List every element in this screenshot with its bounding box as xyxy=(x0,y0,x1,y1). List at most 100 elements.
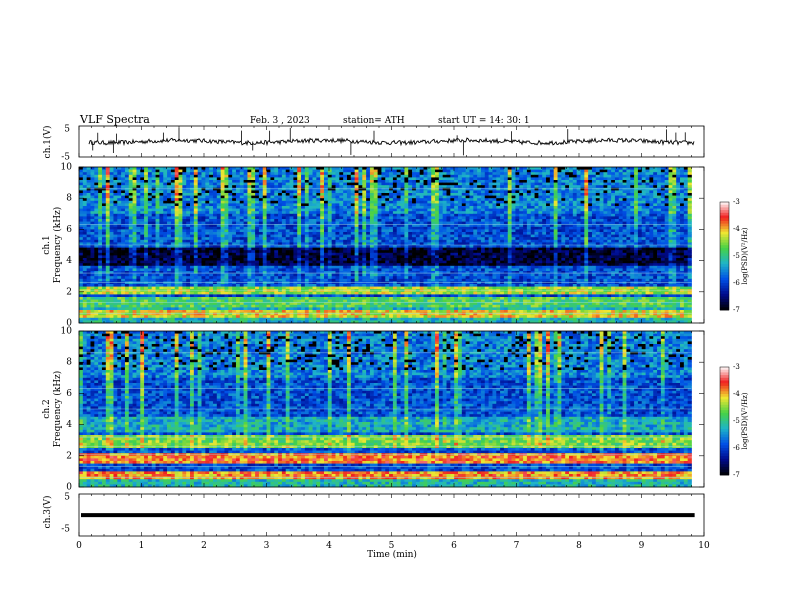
spectrogram-cell xyxy=(156,172,160,175)
spectrogram-cell xyxy=(293,201,297,204)
spectrogram-cell xyxy=(98,214,102,217)
spectrogram-cell xyxy=(167,235,171,238)
spectrogram-cell xyxy=(477,177,481,180)
spectrogram-cell xyxy=(389,167,393,170)
spectrogram-cell xyxy=(255,177,259,180)
spectrogram-cell xyxy=(159,172,163,175)
spectrogram-cell xyxy=(213,193,217,196)
spectrogram-cell xyxy=(519,209,523,212)
spectrogram-cell xyxy=(129,203,133,206)
spectrogram-cell xyxy=(117,245,121,248)
spectrogram-cell xyxy=(347,190,351,193)
spectrogram-cell xyxy=(439,214,443,217)
spectrogram-cell xyxy=(343,170,347,173)
spectrogram-cell xyxy=(512,240,516,243)
spectrogram-cell xyxy=(385,183,389,186)
spectrogram-cell xyxy=(186,185,190,188)
spectrogram-cell xyxy=(603,227,607,230)
spectrogram-cell xyxy=(316,201,320,204)
spectrogram-cell xyxy=(129,167,133,170)
spectrogram-cell xyxy=(642,193,646,196)
spectrogram-cell xyxy=(98,170,102,173)
spectrogram-cell xyxy=(236,237,240,240)
spectrogram-cell xyxy=(286,180,290,183)
spectrogram-cell xyxy=(148,219,152,222)
spectrogram-cell xyxy=(94,222,98,225)
spectrogram-cell xyxy=(362,211,366,214)
spectrogram-cell xyxy=(140,237,144,240)
spectrogram-cell xyxy=(113,227,117,230)
spectrogram-cell xyxy=(240,211,244,214)
spectrogram-cell xyxy=(561,222,565,225)
spectrogram-cell xyxy=(504,170,508,173)
spectrogram-cell xyxy=(458,190,462,193)
spectrogram-cell xyxy=(600,206,604,209)
spectrogram-cell xyxy=(481,227,485,230)
spectrogram-cell xyxy=(374,245,378,248)
spectrogram-cell xyxy=(500,180,504,183)
spectrogram-cell xyxy=(163,188,167,191)
spectrogram-cell xyxy=(393,232,397,235)
spectrogram-cell xyxy=(163,198,167,201)
spectrogram-cell xyxy=(240,170,244,173)
spectrogram-cell xyxy=(202,175,206,178)
spectrogram-cell xyxy=(600,222,604,225)
spectrogram-cell xyxy=(324,196,328,199)
spectrogram-cell xyxy=(680,172,684,175)
spectrogram-cell xyxy=(538,222,542,225)
spectrogram-cell xyxy=(351,216,355,219)
spectrogram-cell xyxy=(420,196,424,199)
spectrogram-cell xyxy=(221,175,225,178)
spectrogram-cell xyxy=(558,209,562,212)
spectrogram-cell xyxy=(630,216,634,219)
spectrogram-cell xyxy=(477,232,481,235)
spectrogram-cell xyxy=(347,227,351,230)
spectrogram-cell xyxy=(431,175,435,178)
spectrogram-cell xyxy=(615,175,619,178)
spectrogram-cell xyxy=(561,245,565,248)
spectrogram-cell xyxy=(676,196,680,199)
spectrogram-cell xyxy=(358,177,362,180)
spectrogram-cell xyxy=(554,209,558,212)
spectrogram-cell xyxy=(473,196,477,199)
spectrogram-cell xyxy=(397,214,401,217)
spectrogram-cell xyxy=(144,222,148,225)
spectrogram-cell xyxy=(626,240,630,243)
spectrogram-cell xyxy=(148,201,152,204)
spectrogram-cell xyxy=(684,170,688,173)
spectrogram-cell xyxy=(512,245,516,248)
spectrogram-cell xyxy=(603,211,607,214)
spectrogram-cell xyxy=(125,193,129,196)
spectrogram-cell xyxy=(217,235,221,238)
spectrogram-cell xyxy=(355,209,359,212)
spectrogram-cell xyxy=(588,237,592,240)
spectrogram-cell xyxy=(366,190,370,193)
spectrogram-cell xyxy=(259,170,263,173)
spectrogram-cell xyxy=(83,235,87,238)
spectrogram-cell xyxy=(466,240,470,243)
spectrogram-cell xyxy=(661,170,665,173)
spectrogram-cell xyxy=(427,185,431,188)
spectrogram-cell xyxy=(90,177,94,180)
spectrogram-cell xyxy=(159,201,163,204)
spectrogram-cell xyxy=(489,211,493,214)
spectrogram-cell xyxy=(205,177,209,180)
spectrogram-cell xyxy=(301,237,305,240)
spectrogram-cell xyxy=(167,216,171,219)
spectrogram-cell xyxy=(125,180,129,183)
spectrogram-cell xyxy=(492,214,496,217)
spectrogram-cell xyxy=(259,237,263,240)
spectrogram-cell xyxy=(473,222,477,225)
spectrogram-cell xyxy=(473,170,477,173)
spectrogram-cell xyxy=(244,240,248,243)
spectrogram-cell xyxy=(129,185,133,188)
spectrogram-cell xyxy=(523,185,527,188)
spectrogram-cell xyxy=(213,229,217,232)
spectrogram-cell xyxy=(676,175,680,178)
spectrogram-cell xyxy=(397,185,401,188)
spectrogram-cell xyxy=(167,232,171,235)
spectrogram-cell xyxy=(680,198,684,201)
spectrogram-cell xyxy=(527,201,531,204)
spectrogram-cell xyxy=(630,198,634,201)
spectrogram-cell xyxy=(508,196,512,199)
